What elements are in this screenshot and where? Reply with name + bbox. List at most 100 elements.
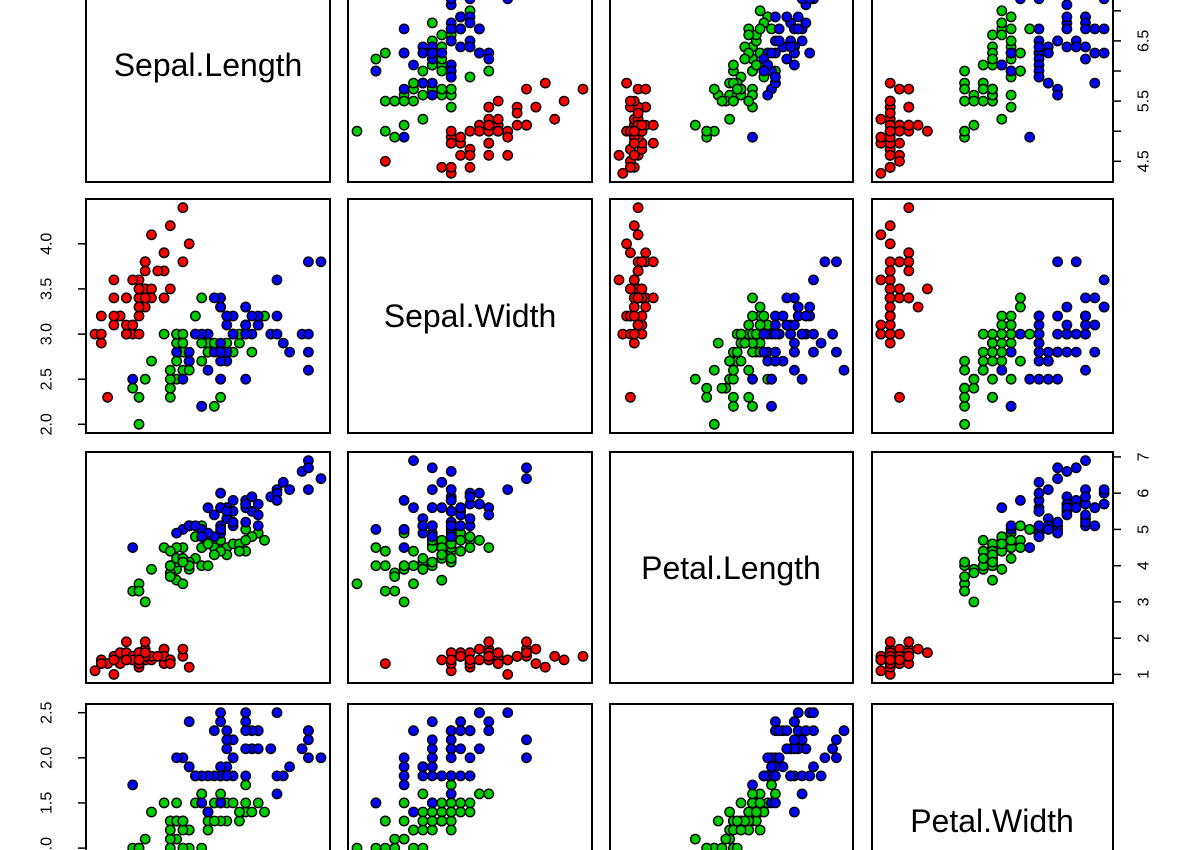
- data-point: [302, 256, 314, 268]
- data-point: [398, 779, 410, 791]
- data-point: [977, 534, 989, 546]
- data-point: [1005, 553, 1017, 564]
- data-point: [215, 761, 227, 773]
- data-point: [370, 842, 382, 850]
- data-point: [884, 107, 896, 119]
- data-point: [455, 41, 466, 53]
- data-point: [296, 743, 308, 755]
- data-point: [539, 77, 551, 89]
- data-point: [464, 513, 476, 524]
- data-point: [628, 310, 640, 322]
- data-point: [1005, 89, 1017, 101]
- data-point: [628, 137, 640, 149]
- data-point: [617, 167, 629, 179]
- data-point: [1089, 77, 1101, 89]
- data-point: [968, 119, 980, 131]
- data-point: [720, 833, 732, 845]
- data-point: [792, 301, 804, 313]
- data-point: [426, 520, 438, 532]
- data-point: [796, 0, 808, 5]
- data-point: [445, 83, 457, 95]
- data-point: [1024, 373, 1036, 385]
- data-point: [804, 301, 816, 313]
- data-point: [408, 578, 419, 590]
- data-point: [277, 476, 289, 488]
- data-point: [884, 310, 896, 322]
- data-point: [716, 95, 728, 107]
- data-point: [215, 487, 227, 499]
- data-point: [987, 373, 998, 385]
- data-point: [445, 654, 457, 666]
- data-point: [177, 815, 189, 827]
- data-point: [796, 328, 808, 340]
- data-point: [558, 95, 570, 107]
- data-point: [215, 707, 227, 719]
- data-point: [183, 346, 195, 358]
- data-point: [139, 833, 151, 845]
- data-point: [747, 779, 758, 791]
- data-point: [379, 545, 391, 557]
- data-point: [724, 355, 735, 367]
- data-point: [996, 328, 1008, 340]
- data-point: [502, 131, 514, 143]
- data-point: [370, 560, 382, 572]
- data-point: [903, 202, 915, 214]
- panel-2-2: [609, 451, 854, 684]
- data-point: [747, 788, 758, 800]
- data-point: [221, 505, 233, 517]
- data-point: [455, 770, 466, 782]
- data-point: [987, 83, 998, 95]
- data-point: [379, 585, 391, 597]
- data-point: [240, 319, 252, 331]
- data-point: [1052, 373, 1064, 385]
- data-point: [389, 131, 401, 143]
- data-point: [894, 292, 905, 304]
- data-point: [445, 494, 457, 506]
- data-point: [628, 328, 640, 340]
- data-point: [171, 346, 183, 358]
- data-point: [398, 596, 410, 608]
- data-point: [464, 770, 476, 782]
- data-point: [284, 484, 295, 495]
- data-point: [455, 149, 466, 161]
- data-point: [625, 161, 636, 173]
- data-point: [164, 391, 176, 403]
- data-point: [473, 788, 485, 800]
- data-point: [483, 101, 495, 113]
- data-point: [426, 815, 438, 827]
- data-point: [632, 202, 644, 214]
- data-point: [464, 491, 476, 503]
- data-point: [164, 571, 176, 582]
- data-point: [521, 462, 532, 474]
- data-point: [208, 509, 220, 521]
- data-point: [781, 292, 793, 304]
- data-point: [1089, 520, 1101, 532]
- data-point: [777, 310, 789, 322]
- data-point: [315, 473, 327, 485]
- data-point: [436, 574, 448, 586]
- data-point: [996, 355, 1008, 367]
- data-point: [1005, 23, 1017, 35]
- data-point: [464, 654, 476, 666]
- data-point: [473, 487, 485, 499]
- data-point: [1005, 65, 1017, 77]
- data-point: [455, 797, 466, 809]
- data-point: [521, 473, 532, 485]
- data-point: [464, 161, 476, 173]
- data-point: [959, 355, 970, 367]
- data-point: [1061, 0, 1073, 11]
- data-point: [1098, 0, 1110, 5]
- data-point: [1098, 301, 1110, 313]
- data-point: [1042, 484, 1054, 495]
- data-point: [640, 301, 652, 313]
- data-point: [728, 364, 739, 376]
- data-point: [240, 373, 252, 385]
- data-point: [1005, 534, 1017, 546]
- data-point: [436, 797, 448, 809]
- data-point: [133, 328, 145, 340]
- data-point: [455, 23, 466, 35]
- data-point: [473, 23, 485, 35]
- data-point: [445, 0, 457, 5]
- data-point: [996, 502, 1008, 514]
- data-point: [464, 0, 476, 5]
